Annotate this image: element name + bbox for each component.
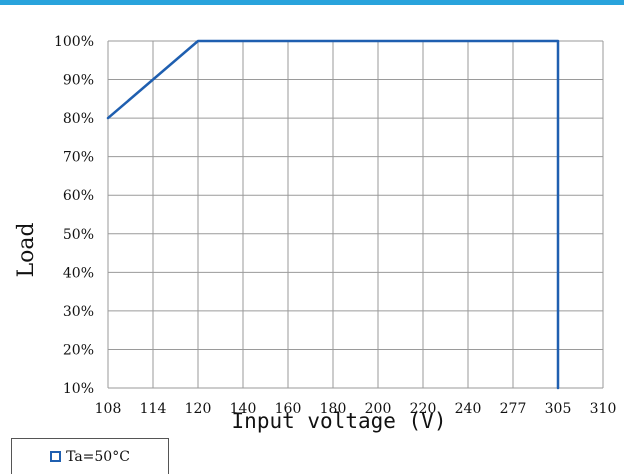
- y-tick-label: 60%: [63, 188, 94, 204]
- y-axis-label: Load: [14, 222, 39, 277]
- x-tick-label: 200: [365, 401, 392, 417]
- y-tick-label: 30%: [63, 304, 94, 320]
- x-tick-label: 310: [590, 401, 617, 417]
- y-tick-label: 40%: [63, 265, 94, 281]
- series-layer: [106, 39, 560, 390]
- y-tick-label: 10%: [63, 381, 94, 397]
- top-accent-bar: [0, 0, 624, 5]
- y-tick-label: 90%: [63, 73, 94, 89]
- x-tick-label: 160: [275, 401, 302, 417]
- grid: [107, 40, 604, 389]
- legend-swatch-icon: [50, 451, 62, 462]
- x-tick-label: 120: [185, 401, 212, 417]
- y-tick-label: 70%: [63, 150, 94, 166]
- y-tick-labels: 10% 20% 30% 40% 50% 60% 70% 80% 90% 100%: [54, 34, 94, 397]
- x-axis-label: Input voltage (V): [232, 409, 447, 433]
- x-tick-labels: 108 114 120 140 160 180 200 220 240 277 305 310: [95, 401, 617, 417]
- x-tick-label: 140: [230, 401, 257, 417]
- x-tick-label: 305: [545, 401, 572, 417]
- legend-label: Ta=50°C: [66, 448, 130, 465]
- y-tick-label: 50%: [63, 227, 94, 243]
- x-tick-label: 240: [455, 401, 482, 417]
- y-tick-label: 80%: [63, 111, 94, 127]
- load-derating-chart: 10% 20% 30% 40% 50% 60% 70% 80% 90% 100% 108 114 12…: [14, 34, 617, 433]
- x-tick-label: 108: [95, 401, 122, 417]
- y-tick-label: 100%: [54, 34, 94, 50]
- x-tick-label: 114: [140, 401, 167, 417]
- x-tick-label: 180: [320, 401, 347, 417]
- x-tick-label: 277: [500, 401, 527, 417]
- y-tick-label: 20%: [63, 342, 94, 358]
- legend: Ta=50°C: [11, 438, 169, 474]
- x-tick-label: 220: [410, 401, 437, 417]
- series-line: [106, 39, 560, 390]
